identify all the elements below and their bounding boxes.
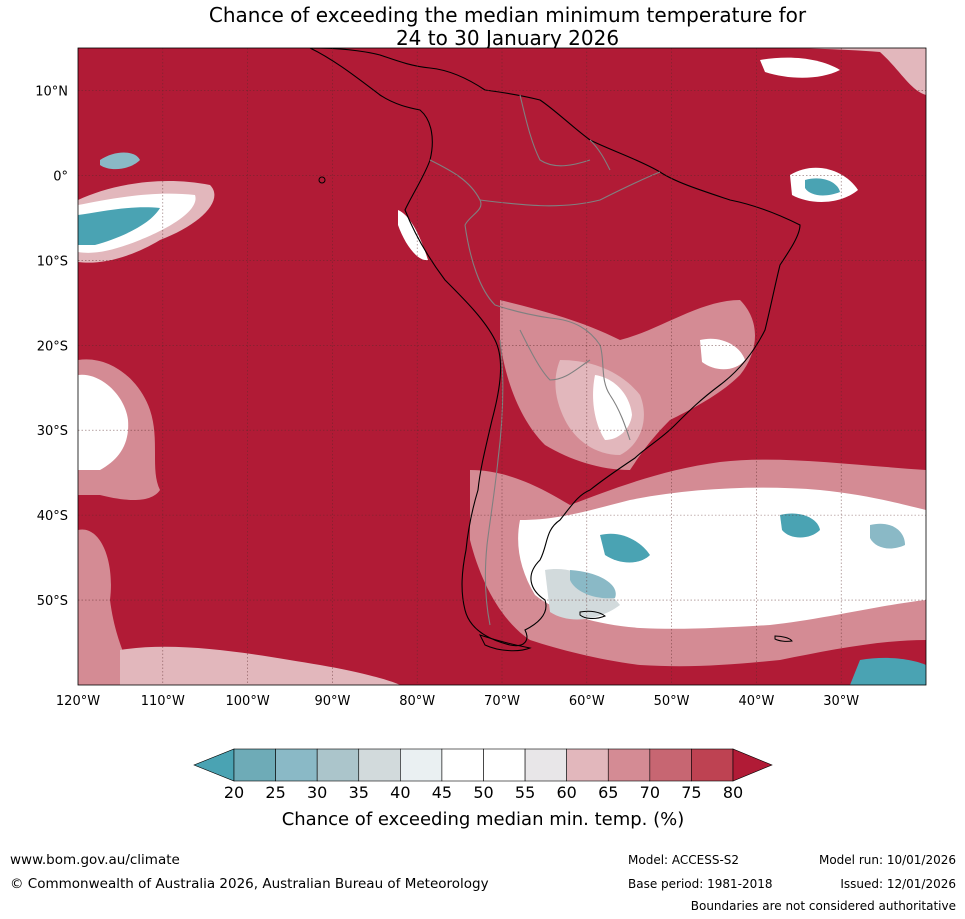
coastline-south-georgia	[774, 635, 793, 642]
coastline-tierra-del-fuego	[479, 634, 532, 652]
coastline-galapagos	[318, 176, 326, 184]
lon-tick-label: 50°W	[654, 694, 690, 709]
field-ne-white	[760, 57, 840, 78]
colorbar-segment	[483, 748, 526, 782]
latitude-labels: 10°N 0° 10°S 20°S 30°S 40°S 50°S	[35, 84, 68, 609]
colorbar: 20 25 30 35 40 45 50 55 60 65 70 75 80	[193, 748, 773, 802]
colorbar-tick-label: 70	[640, 783, 660, 802]
lat-tick-label: 10°S	[37, 254, 68, 269]
colorbar-tick-label: 60	[556, 783, 576, 802]
lat-tick-label: 0°	[53, 169, 68, 184]
colorbar-tick-label: 20	[224, 783, 244, 802]
footer-model: Model: ACCESS-S2	[628, 853, 740, 867]
title-line-2: 24 to 30 January 2026	[395, 26, 620, 50]
chart-title: Chance of exceeding the median minimum t…	[0, 4, 965, 50]
colorbar-segment	[649, 748, 692, 782]
lon-tick-label: 40°W	[738, 694, 774, 709]
colorbar-tick-label: 40	[390, 783, 410, 802]
lat-tick-label: 20°S	[37, 339, 68, 354]
field-patagonia-white	[518, 487, 926, 629]
footer-model-run: Model run: 10/01/2026	[818, 853, 956, 867]
field-eq-blue-small	[100, 152, 140, 170]
colorbar-extend-high	[732, 748, 773, 782]
lon-tick-label: 100°W	[226, 694, 270, 709]
lon-tick-label: 80°W	[399, 694, 435, 709]
field-se-blue	[850, 657, 926, 685]
colorbar-segment	[691, 748, 734, 782]
field-patagonia-grey	[545, 569, 620, 620]
colorbar-extend-low	[193, 748, 235, 782]
field-atlantic-blue-1	[600, 533, 650, 563]
field-pacific-white	[78, 374, 129, 470]
lat-tick-label: 30°S	[37, 424, 68, 439]
lon-tick-label: 70°W	[484, 694, 520, 709]
colorbar-segment	[316, 748, 360, 782]
map-frame	[77, 47, 927, 686]
colorbar-segment	[607, 748, 651, 782]
colorbar-segment	[275, 748, 318, 782]
colorbar-segment	[441, 748, 484, 782]
lon-tick-label: 110°W	[141, 694, 185, 709]
field-eq-blue	[78, 207, 160, 245]
title-line-1: Chance of exceeding the median minimum t…	[208, 3, 807, 27]
gridlines	[78, 48, 926, 685]
field-atlantic-blue-3	[570, 570, 616, 599]
colorbar-tick-label: 65	[598, 783, 618, 802]
field-eq-atl-blue	[805, 178, 840, 196]
lat-tick-label: 50°S	[37, 594, 68, 609]
colorbar-tick-label: 50	[473, 783, 493, 802]
colorbar-segment	[566, 748, 609, 782]
footer-disclaimer: Boundaries are not considered authoritat…	[690, 899, 956, 913]
colorbar-tick-label: 35	[349, 783, 369, 802]
lat-tick-label: 10°N	[35, 84, 68, 99]
field-south-pink	[120, 646, 400, 685]
colorbar-tick-label: 80	[723, 783, 743, 802]
colorbar-tick-label: 30	[307, 783, 327, 802]
colorbar-tick-label: 45	[432, 783, 452, 802]
colorbar-tick-label: 75	[681, 783, 701, 802]
country-borders	[429, 94, 661, 626]
colorbar-tick-label: 25	[265, 783, 285, 802]
field-sa-white	[593, 375, 632, 440]
field-atlantic-blue-4	[870, 523, 905, 549]
colorbar-segment	[233, 748, 276, 782]
footer-issued: Issued: 12/01/2026	[840, 877, 956, 891]
lat-tick-label: 40°S	[37, 509, 68, 524]
field-sw-pink	[78, 529, 140, 685]
coastline-falklands	[579, 610, 606, 619]
footer-url[interactable]: www.bom.gov.au/climate	[10, 852, 180, 868]
lon-tick-label: 90°W	[314, 694, 350, 709]
colorbar-tick-label: 55	[515, 783, 535, 802]
footer-base-period: Base period: 1981-2018	[628, 877, 773, 891]
field-atlantic-blue-2	[780, 513, 820, 538]
lon-tick-label: 30°W	[823, 694, 859, 709]
footer-copyright: © Commonwealth of Australia 2026, Austra…	[10, 876, 489, 892]
colorbar-title: Chance of exceeding median min. temp. (%…	[282, 809, 685, 830]
colorbar-segment	[400, 748, 443, 782]
field-peru-white	[398, 210, 428, 261]
field-se-brazil-white	[700, 338, 745, 370]
colorbar-segment	[524, 748, 567, 782]
longitude-labels: 120°W 110°W 100°W 90°W 80°W 70°W 60°W 50°W 40°W 3…	[56, 694, 859, 709]
lon-tick-label: 60°W	[569, 694, 605, 709]
lon-tick-label: 120°W	[56, 694, 100, 709]
field-ne-pink	[745, 48, 926, 95]
colorbar-segment	[358, 748, 401, 782]
